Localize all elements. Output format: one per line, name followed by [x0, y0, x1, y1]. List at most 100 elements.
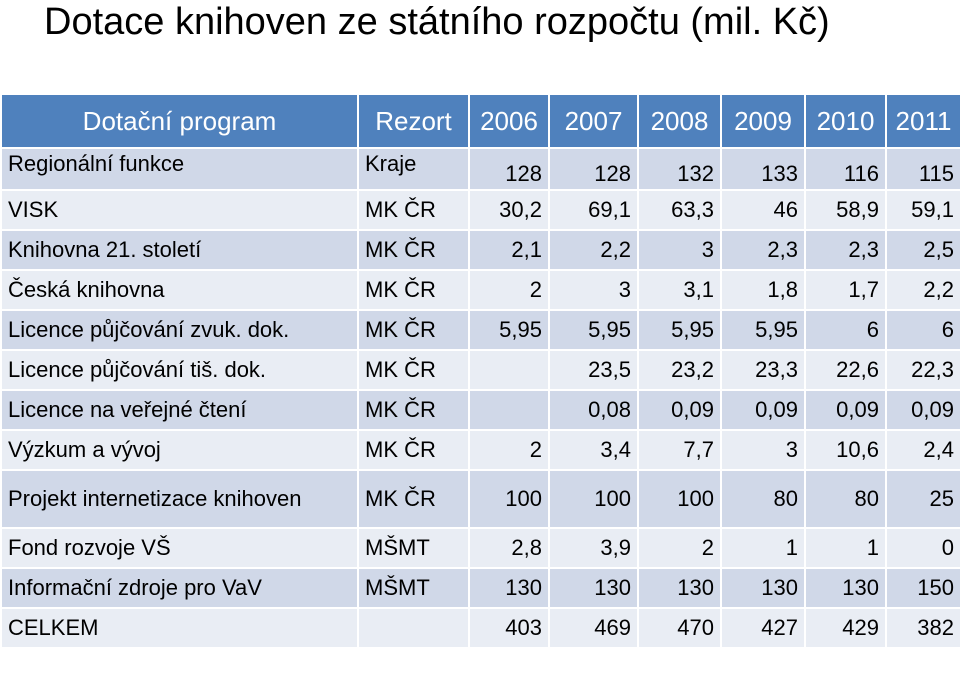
value-cell: 132: [637, 147, 722, 191]
program-name-cell: CELKEM: [0, 607, 359, 649]
value-cell: 2,3: [720, 229, 806, 271]
value-cell: 382: [885, 607, 960, 649]
value-cell: 2,5: [885, 229, 960, 271]
rezort-cell: MK ČR: [357, 189, 470, 231]
value-cell: 403: [468, 607, 550, 649]
value-cell: 0,09: [804, 389, 887, 431]
table-row: Fond rozvoje VŠ MŠMT 2,8 3,9 2 1 1 0: [0, 527, 960, 569]
column-header-7: 2011: [885, 93, 960, 149]
table-row: Výzkum a vývoj MK ČR 2 3,4 7,7 3 10,6 2,4: [0, 429, 960, 471]
program-name-cell: Výzkum a vývoj: [0, 429, 359, 471]
table-row: Licence půjčování zvuk. dok. MK ČR 5,95 5,9…: [0, 309, 960, 351]
value-cell: 5,95: [637, 309, 722, 351]
value-cell: 22,3: [885, 349, 960, 391]
column-header-1: Rezort: [357, 93, 470, 149]
program-name-cell: Fond rozvoje VŠ: [0, 527, 359, 569]
value-cell: 2,2: [885, 269, 960, 311]
value-cell: [468, 349, 550, 391]
rezort-cell: MK ČR: [357, 469, 470, 529]
value-cell: 2,2: [548, 229, 639, 271]
value-cell: 6: [804, 309, 887, 351]
rezort-cell: MK ČR: [357, 429, 470, 471]
rezort-cell: MK ČR: [357, 389, 470, 431]
program-name-cell: Regionální funkce: [0, 147, 359, 191]
value-cell: 58,9: [804, 189, 887, 231]
value-cell: 2,3: [804, 229, 887, 271]
value-cell: 469: [548, 607, 639, 649]
program-name-cell: Česká knihovna: [0, 269, 359, 311]
rezort-cell: MK ČR: [357, 269, 470, 311]
value-cell: 116: [804, 147, 887, 191]
column-header-6: 2010: [804, 93, 887, 149]
value-cell: 22,6: [804, 349, 887, 391]
program-name-cell: VISK: [0, 189, 359, 231]
value-cell: 80: [720, 469, 806, 529]
value-cell: 130: [548, 567, 639, 609]
program-name-cell: Projekt internetizace knihoven: [0, 469, 359, 529]
rezort-cell: MK ČR: [357, 229, 470, 271]
table-row: Informační zdroje pro VaV MŠMT 130 130 130 13…: [0, 567, 960, 609]
value-cell: 30,2: [468, 189, 550, 231]
value-cell: 2,8: [468, 527, 550, 569]
column-header-4: 2008: [637, 93, 722, 149]
value-cell: 130: [720, 567, 806, 609]
value-cell: 100: [548, 469, 639, 529]
value-cell: 115: [885, 147, 960, 191]
value-cell: 1: [804, 527, 887, 569]
value-cell: 130: [468, 567, 550, 609]
rezort-cell: MŠMT: [357, 567, 470, 609]
value-cell: 100: [468, 469, 550, 529]
value-cell: [468, 389, 550, 431]
rezort-cell: MK ČR: [357, 349, 470, 391]
program-name-cell: Licence půjčování zvuk. dok.: [0, 309, 359, 351]
value-cell: 3,1: [637, 269, 722, 311]
table-row: VISK MK ČR 30,2 69,1 63,3 46 58,9 59,1: [0, 189, 960, 231]
value-cell: 3,4: [548, 429, 639, 471]
value-cell: 2: [468, 269, 550, 311]
value-cell: 128: [548, 147, 639, 191]
value-cell: 0,09: [885, 389, 960, 431]
value-cell: 69,1: [548, 189, 639, 231]
value-cell: 23,2: [637, 349, 722, 391]
value-cell: 5,95: [468, 309, 550, 351]
value-cell: 133: [720, 147, 806, 191]
program-name-cell: Licence na veřejné čtení: [0, 389, 359, 431]
value-cell: 5,95: [720, 309, 806, 351]
value-cell: 128: [468, 147, 550, 191]
value-cell: 3: [548, 269, 639, 311]
value-cell: 427: [720, 607, 806, 649]
value-cell: 6: [885, 309, 960, 351]
table-row: Česká knihovna MK ČR 2 3 3,1 1,8 1,7 2,2: [0, 269, 960, 311]
value-cell: 10,6: [804, 429, 887, 471]
value-cell: 46: [720, 189, 806, 231]
value-cell: 2,4: [885, 429, 960, 471]
column-header-2: 2006: [468, 93, 550, 149]
subsidy-table: Dotační program Rezort 2006 2007 2008 2009 201…: [0, 93, 960, 649]
value-cell: 25: [885, 469, 960, 529]
value-cell: 429: [804, 607, 887, 649]
value-cell: 23,5: [548, 349, 639, 391]
column-header-0: Dotační program: [0, 93, 359, 149]
program-name-cell: Knihovna 21. století: [0, 229, 359, 271]
table-row: Licence půjčování tiš. dok. MK ČR 23,5 23,2…: [0, 349, 960, 391]
value-cell: 2: [468, 429, 550, 471]
column-header-3: 2007: [548, 93, 639, 149]
value-cell: 7,7: [637, 429, 722, 471]
column-header-5: 2009: [720, 93, 806, 149]
value-cell: 0,08: [548, 389, 639, 431]
value-cell: 0,09: [720, 389, 806, 431]
table-row: Knihovna 21. století MK ČR 2,1 2,2 3 2,3 2,3 2,…: [0, 229, 960, 271]
value-cell: 130: [804, 567, 887, 609]
value-cell: 23,3: [720, 349, 806, 391]
table-row: Regionální funkce Kraje 128 128 132 133 116 115: [0, 147, 960, 191]
value-cell: 63,3: [637, 189, 722, 231]
value-cell: 130: [637, 567, 722, 609]
table-row: Projekt internetizace knihoven MK ČR 100 10…: [0, 469, 960, 529]
value-cell: 1,8: [720, 269, 806, 311]
program-name-cell: Informační zdroje pro VaV: [0, 567, 359, 609]
value-cell: 1: [720, 527, 806, 569]
value-cell: 80: [804, 469, 887, 529]
rezort-cell: Kraje: [357, 147, 470, 191]
header-row: Dotační program Rezort 2006 2007 2008 2009 201…: [0, 93, 960, 149]
program-name-cell: Licence půjčování tiš. dok.: [0, 349, 359, 391]
